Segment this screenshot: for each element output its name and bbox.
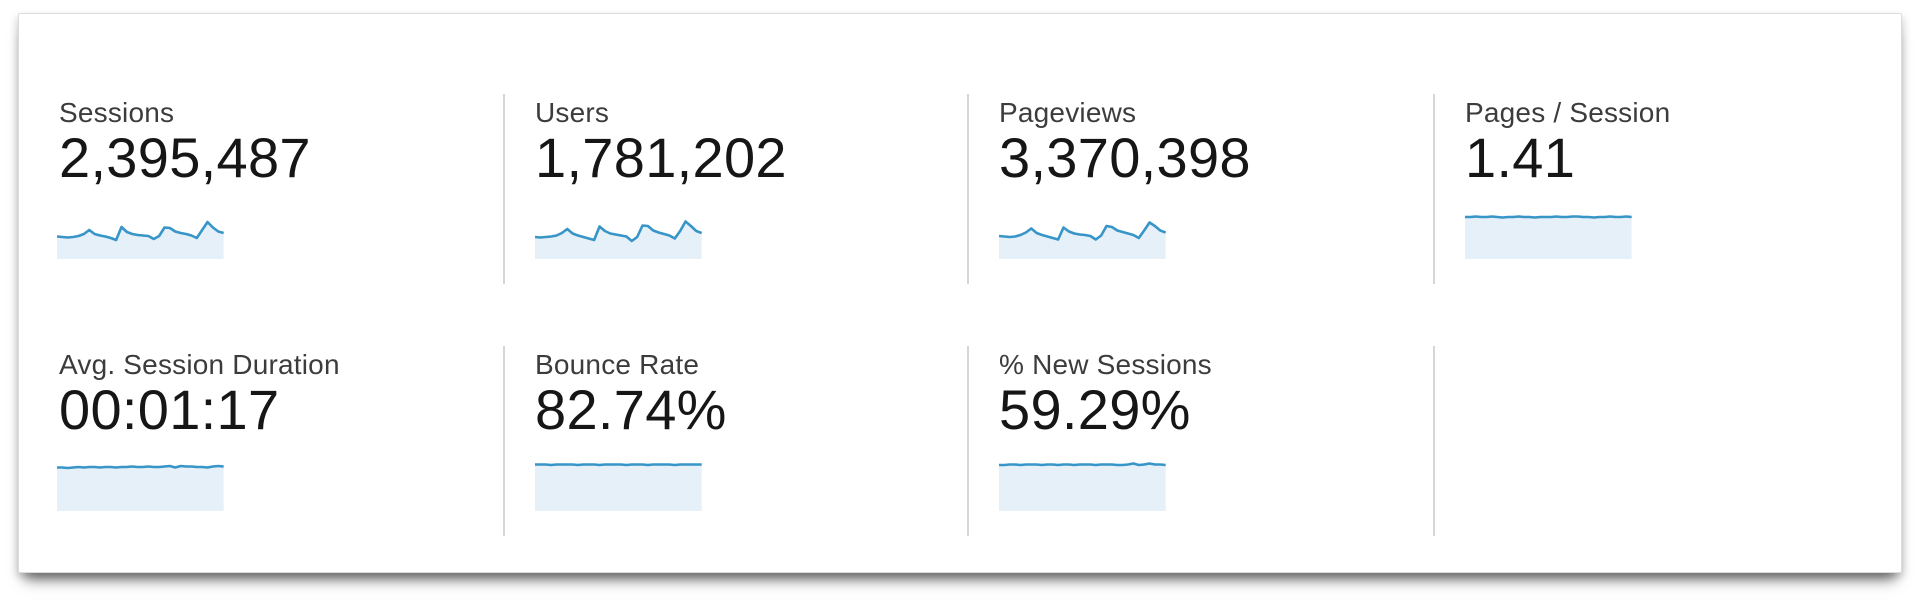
sessions-sparkline-chart [57,209,224,259]
metric-card-avg-session-duration[interactable]: Avg. Session Duration 00:01:17 [19,346,503,536]
metric-value-users: 1,781,202 [535,126,787,189]
metric-value-pages-per-session: 1.41 [1465,126,1576,189]
metric-value-pageviews: 3,370,398 [999,126,1251,189]
metric-card-pageviews[interactable]: Pageviews 3,370,398 [967,94,1433,284]
metric-card-pages-per-session[interactable]: Pages / Session 1.41 [1433,94,1901,284]
users-sparkline-chart [535,209,702,259]
pageviews-sparkline-chart [999,209,1166,259]
metric-label-new-sessions: % New Sessions [999,349,1212,380]
metric-card-bounce-rate[interactable]: Bounce Rate 82.74% [503,346,967,536]
pages-per-session-sparkline-chart [1465,209,1632,259]
metric-grid: Sessions 2,395,487 Users 1,781,202 Pagev… [19,94,1901,536]
metric-card-new-sessions[interactable]: % New Sessions 59.29% [967,346,1433,536]
metric-value-new-sessions: 59.29% [999,378,1191,441]
metric-value-bounce-rate: 82.74% [535,378,727,441]
analytics-overview-panel: Sessions 2,395,487 Users 1,781,202 Pagev… [18,13,1902,573]
metric-value-avg-session-duration: 00:01:17 [59,378,280,441]
metric-label-pages-per-session: Pages / Session [1465,97,1671,128]
bounce-rate-sparkline-chart [535,461,702,511]
empty-metric-cell [1433,346,1901,536]
new-sessions-sparkline-chart [999,461,1166,511]
metric-label-bounce-rate: Bounce Rate [535,349,700,380]
metric-label-avg-session-duration: Avg. Session Duration [59,349,340,380]
avg-session-duration-sparkline-chart [57,461,224,511]
metric-card-users[interactable]: Users 1,781,202 [503,94,967,284]
metric-label-pageviews: Pageviews [999,97,1137,128]
metric-value-sessions: 2,395,487 [59,126,311,189]
metric-card-sessions[interactable]: Sessions 2,395,487 [19,94,503,284]
metric-label-users: Users [535,97,610,128]
metric-label-sessions: Sessions [59,97,175,128]
